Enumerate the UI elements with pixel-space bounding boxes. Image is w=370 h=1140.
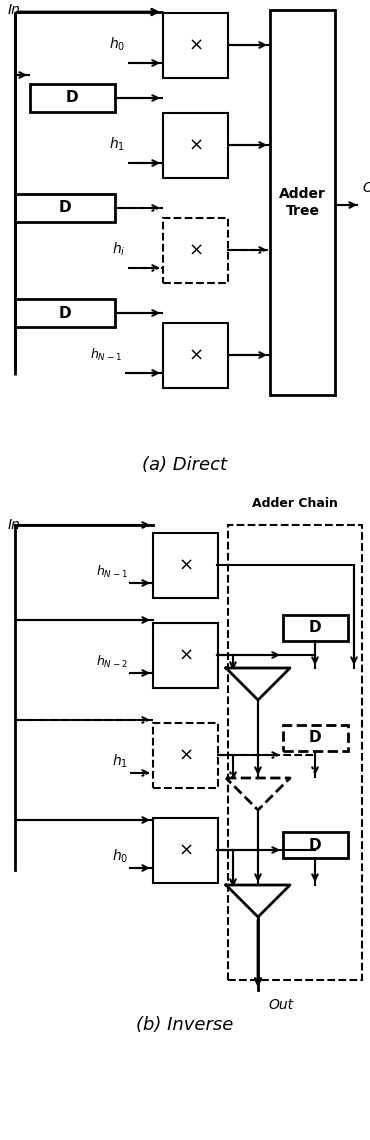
Text: $h_0$: $h_0$ — [109, 35, 125, 52]
Text: $h_{N-2}$: $h_{N-2}$ — [96, 654, 128, 670]
Text: D: D — [59, 201, 71, 215]
Bar — [270, 10, 335, 394]
Text: $\times$: $\times$ — [178, 556, 192, 575]
Text: $\times$: $\times$ — [178, 646, 192, 663]
Text: $h_{N-1}$: $h_{N-1}$ — [96, 564, 128, 580]
Bar — [153, 723, 218, 788]
Bar — [15, 194, 115, 222]
Text: In: In — [8, 3, 21, 17]
Text: In: In — [8, 518, 21, 532]
Bar — [163, 218, 228, 283]
Bar — [163, 13, 228, 78]
Bar — [163, 113, 228, 178]
Bar — [228, 526, 362, 980]
Text: $h_1$: $h_1$ — [112, 752, 128, 770]
Text: $\times$: $\times$ — [188, 36, 202, 54]
Text: D: D — [309, 838, 321, 853]
Bar — [153, 534, 218, 598]
Text: $h_1$: $h_1$ — [109, 136, 125, 153]
Text: D: D — [309, 620, 321, 635]
Text: D: D — [66, 90, 78, 106]
Text: $\times$: $\times$ — [188, 347, 202, 364]
Text: (a) Direct: (a) Direct — [142, 456, 228, 474]
Bar — [30, 84, 115, 112]
Text: (b) Inverse: (b) Inverse — [136, 1016, 234, 1034]
Text: D: D — [59, 306, 71, 320]
Text: $\times$: $\times$ — [188, 241, 202, 259]
Bar — [15, 299, 115, 327]
Text: $h_{N-1}$: $h_{N-1}$ — [90, 347, 122, 363]
Text: $\times$: $\times$ — [178, 746, 192, 764]
Bar — [283, 614, 348, 641]
Text: $h_0$: $h_0$ — [112, 848, 128, 865]
Text: Out: Out — [362, 181, 370, 195]
Text: D: D — [309, 731, 321, 746]
Bar — [283, 725, 348, 751]
Text: Out: Out — [268, 998, 293, 1012]
Bar — [283, 832, 348, 858]
Text: Adder Chain: Adder Chain — [252, 497, 338, 510]
Text: $\times$: $\times$ — [188, 136, 202, 154]
Bar — [153, 622, 218, 689]
Text: Adder
Tree: Adder Tree — [279, 187, 326, 218]
Text: $\times$: $\times$ — [178, 841, 192, 860]
Text: $h_i$: $h_i$ — [111, 241, 125, 258]
Bar — [153, 819, 218, 884]
Bar — [163, 323, 228, 388]
